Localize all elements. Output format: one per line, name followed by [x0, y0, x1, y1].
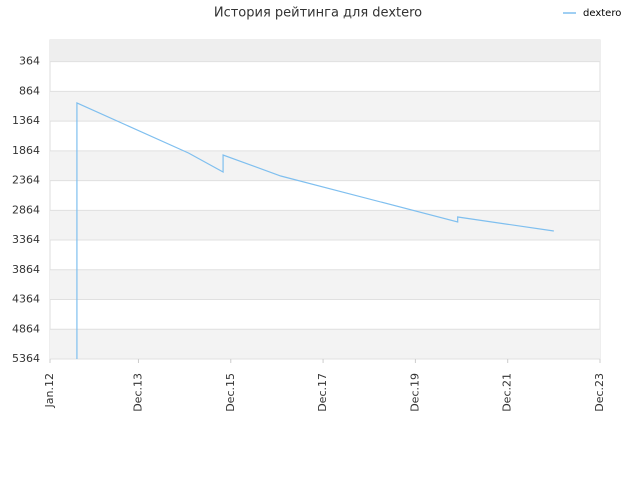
y-tick-label: 2864 — [12, 203, 40, 216]
line-series — [76, 102, 554, 359]
y-tick-label: 1864 — [12, 144, 40, 157]
grid-band — [50, 210, 600, 241]
plot-bg — [49, 39, 601, 360]
y-tick-label: 364 — [19, 55, 40, 68]
y-tick-label: 4864 — [12, 322, 40, 335]
grid-band — [50, 269, 600, 300]
y-tick-label: 3864 — [12, 263, 40, 276]
chart-title: История рейтинга для dextero — [214, 6, 422, 21]
x-tick-label: Dec.17 — [316, 373, 329, 412]
legend-label: dextero — [583, 8, 621, 19]
y-tick-label: 3364 — [12, 233, 40, 246]
y-tick-label: 2364 — [12, 174, 40, 187]
y-tick-label: 1364 — [12, 114, 40, 127]
y-tick-label: 4364 — [12, 293, 40, 306]
y-tick-label: 864 — [19, 84, 40, 97]
x-tick-label: Dec.15 — [224, 373, 237, 412]
x-tick-label: Dec.13 — [131, 373, 144, 412]
grid-band — [50, 91, 600, 122]
grid-band — [50, 329, 600, 359]
grid-band — [50, 40, 600, 62]
x-tick-label: Dec.21 — [501, 373, 514, 412]
x-tick-label: Dec.23 — [593, 373, 606, 412]
x-tick-label: Dec.19 — [408, 373, 421, 412]
y-tick-label: 5364 — [12, 352, 40, 365]
x-tick-label: Jan.12 — [43, 373, 56, 408]
grid-band — [50, 150, 600, 181]
